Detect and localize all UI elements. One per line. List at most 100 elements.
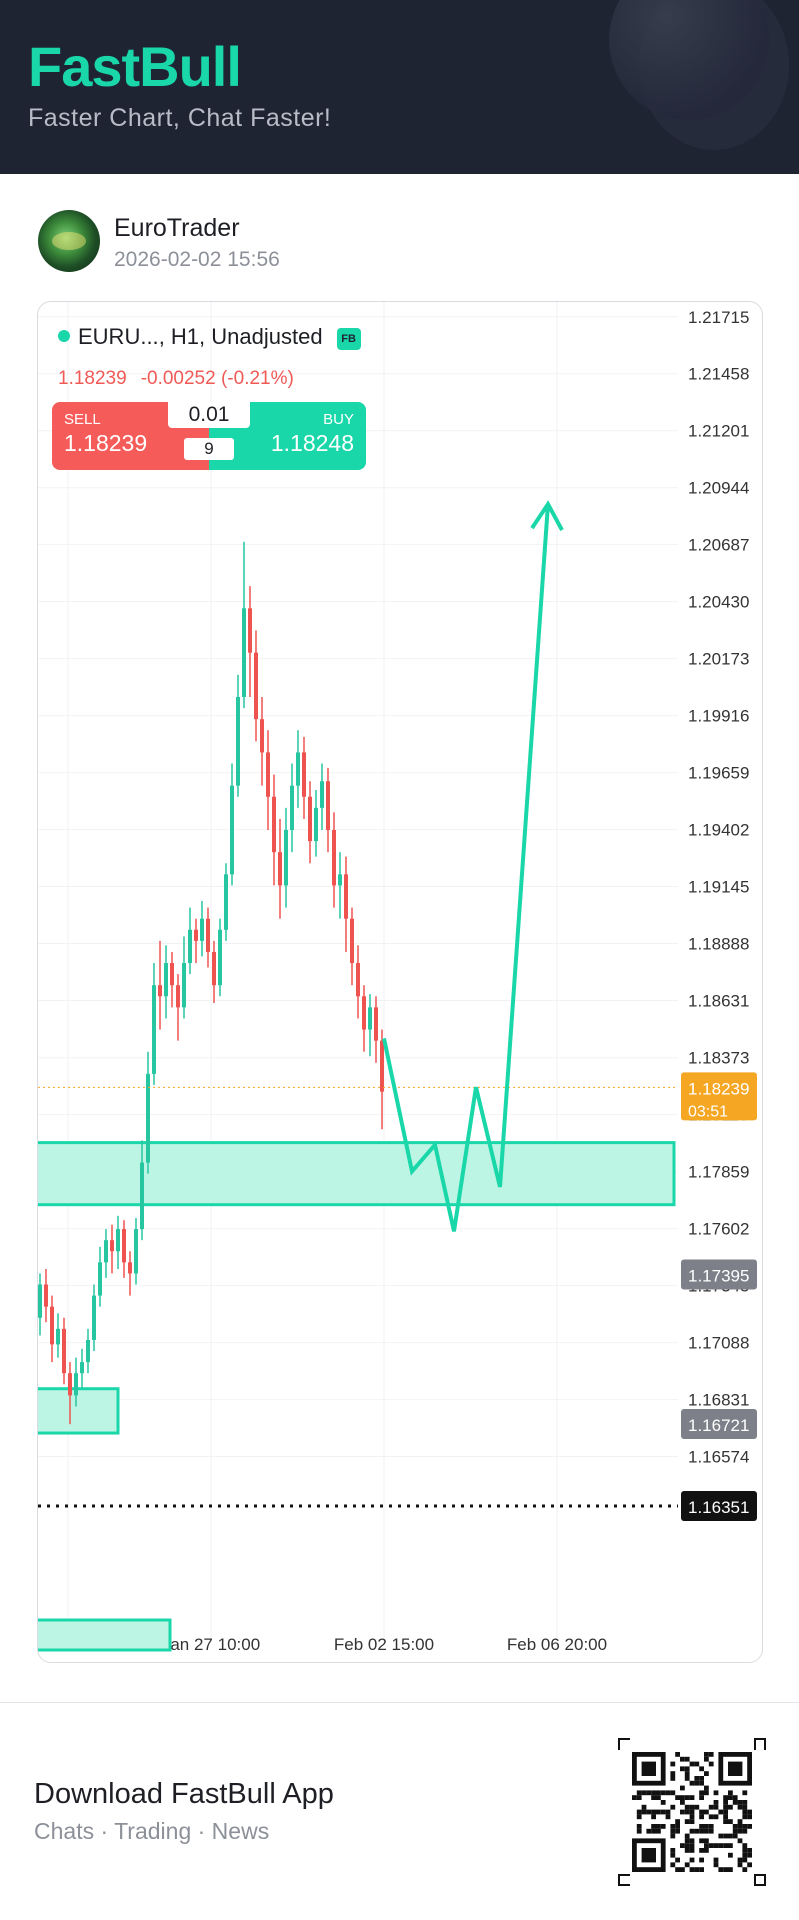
candle-body (296, 752, 300, 786)
qr-module (680, 1843, 685, 1848)
candle-body (254, 652, 258, 720)
download-title[interactable]: Download FastBull App (34, 1778, 334, 1810)
symbol-name[interactable]: EURU... (78, 324, 159, 349)
support-zone (38, 1141, 676, 1207)
qr-module (684, 1809, 690, 1815)
bottom-zone (38, 1618, 172, 1652)
candle-body (134, 1229, 138, 1274)
qr-module (632, 1795, 637, 1800)
candle-body (44, 1284, 48, 1307)
current-price-tag-countdown: 03:51 (688, 1103, 728, 1120)
qr-module (694, 1804, 700, 1810)
qr-module (713, 1843, 719, 1848)
candle-body (62, 1328, 66, 1374)
qr-module (704, 1824, 709, 1829)
candle-body (128, 1262, 132, 1274)
qr-module (689, 1828, 695, 1834)
qr-module (704, 1809, 709, 1815)
symbol-timeframe[interactable]: , H1, Unadjusted (158, 324, 323, 349)
sell-label: SELL (64, 411, 101, 428)
candle-body (200, 918, 204, 941)
candle-body (332, 830, 336, 886)
qr-module (699, 1766, 704, 1772)
symbol-header[interactable]: EURU..., H1, Unadjusted FB (58, 324, 361, 350)
lot-size-input[interactable]: 0.01 (168, 402, 250, 428)
qr-module (742, 1848, 748, 1853)
candle-body (236, 696, 240, 786)
qr-frame-corner (764, 1874, 766, 1886)
qr-module (665, 1809, 671, 1815)
y-tick-label: 1.19659 (688, 764, 749, 783)
qr-module (636, 1824, 642, 1829)
candle-body (86, 1339, 90, 1363)
qr-module (684, 1766, 690, 1772)
qr-module (694, 1828, 700, 1834)
post-timestamp: 2026-02-02 15:56 (114, 248, 280, 271)
qr-module (675, 1828, 680, 1834)
qr-module (728, 1843, 733, 1848)
qr-module (670, 1852, 676, 1858)
qr-module (699, 1857, 704, 1863)
candle-body (188, 929, 192, 964)
qr-module (728, 1804, 733, 1810)
qr-module (684, 1843, 690, 1848)
qr-frame-corner (754, 1874, 756, 1886)
candle-body (146, 1073, 150, 1163)
qr-module (651, 1814, 656, 1820)
qr-module (737, 1857, 743, 1863)
qr-module (704, 1843, 709, 1848)
buy-price: 1.18248 (270, 430, 354, 456)
candle-body (116, 1229, 120, 1252)
qr-module (689, 1780, 695, 1786)
qr-module (723, 1795, 728, 1800)
author-name[interactable]: EuroTrader (114, 214, 240, 242)
qr-module (675, 1819, 680, 1824)
candle-body (68, 1373, 72, 1396)
qr-module (742, 1800, 748, 1805)
qr-module (636, 1814, 642, 1820)
y-tick-label: 1.21715 (688, 308, 749, 327)
qr-code[interactable] (618, 1738, 766, 1886)
qr-module (713, 1862, 719, 1868)
qr-module (689, 1804, 695, 1810)
qr-module (723, 1867, 728, 1872)
qr-module (742, 1857, 748, 1863)
qr-module (694, 1780, 700, 1786)
candle-body (362, 996, 366, 1030)
price-chart[interactable]: 1.21715 1.21458 1.21201 1.20944 1.20687 1.204… (38, 302, 763, 1663)
spread-value: 9 (184, 438, 234, 460)
qr-module (742, 1790, 748, 1796)
candle-body (248, 608, 252, 653)
qr-module (747, 1848, 752, 1853)
qr-module (651, 1790, 656, 1796)
qr-module (660, 1790, 666, 1796)
candle-body (368, 1007, 372, 1030)
qr-module (737, 1819, 743, 1824)
fb-badge-icon: FB (336, 328, 361, 350)
chart-card[interactable]: 1.21715 1.21458 1.21201 1.20944 1.20687 1.204… (37, 301, 763, 1663)
qr-module (670, 1833, 676, 1839)
qr-module (680, 1809, 685, 1815)
candle-body (50, 1306, 54, 1345)
fastbull-logo: FastBull (28, 35, 242, 98)
candle-body (272, 796, 276, 853)
qr-frame-corner (618, 1874, 620, 1886)
x-tick-label: Feb 06 20:00 (507, 1635, 607, 1654)
qr-module (684, 1771, 690, 1776)
y-tick-label: 1.20430 (688, 593, 749, 612)
candle-body (194, 929, 198, 941)
qr-module (737, 1800, 743, 1805)
qr-module (747, 1809, 752, 1815)
qr-module (694, 1776, 700, 1781)
y-tick-label: 1.16831 (688, 1391, 749, 1410)
qr-module (728, 1790, 733, 1796)
candle-body (302, 752, 306, 797)
candle-body (98, 1262, 102, 1296)
avatar[interactable] (38, 210, 100, 272)
qr-frame-corner (754, 1874, 766, 1876)
qr-module (704, 1790, 709, 1796)
qr-module (699, 1824, 704, 1829)
qr-module (689, 1843, 695, 1848)
candle-body (374, 1007, 378, 1041)
qr-module (670, 1862, 676, 1868)
